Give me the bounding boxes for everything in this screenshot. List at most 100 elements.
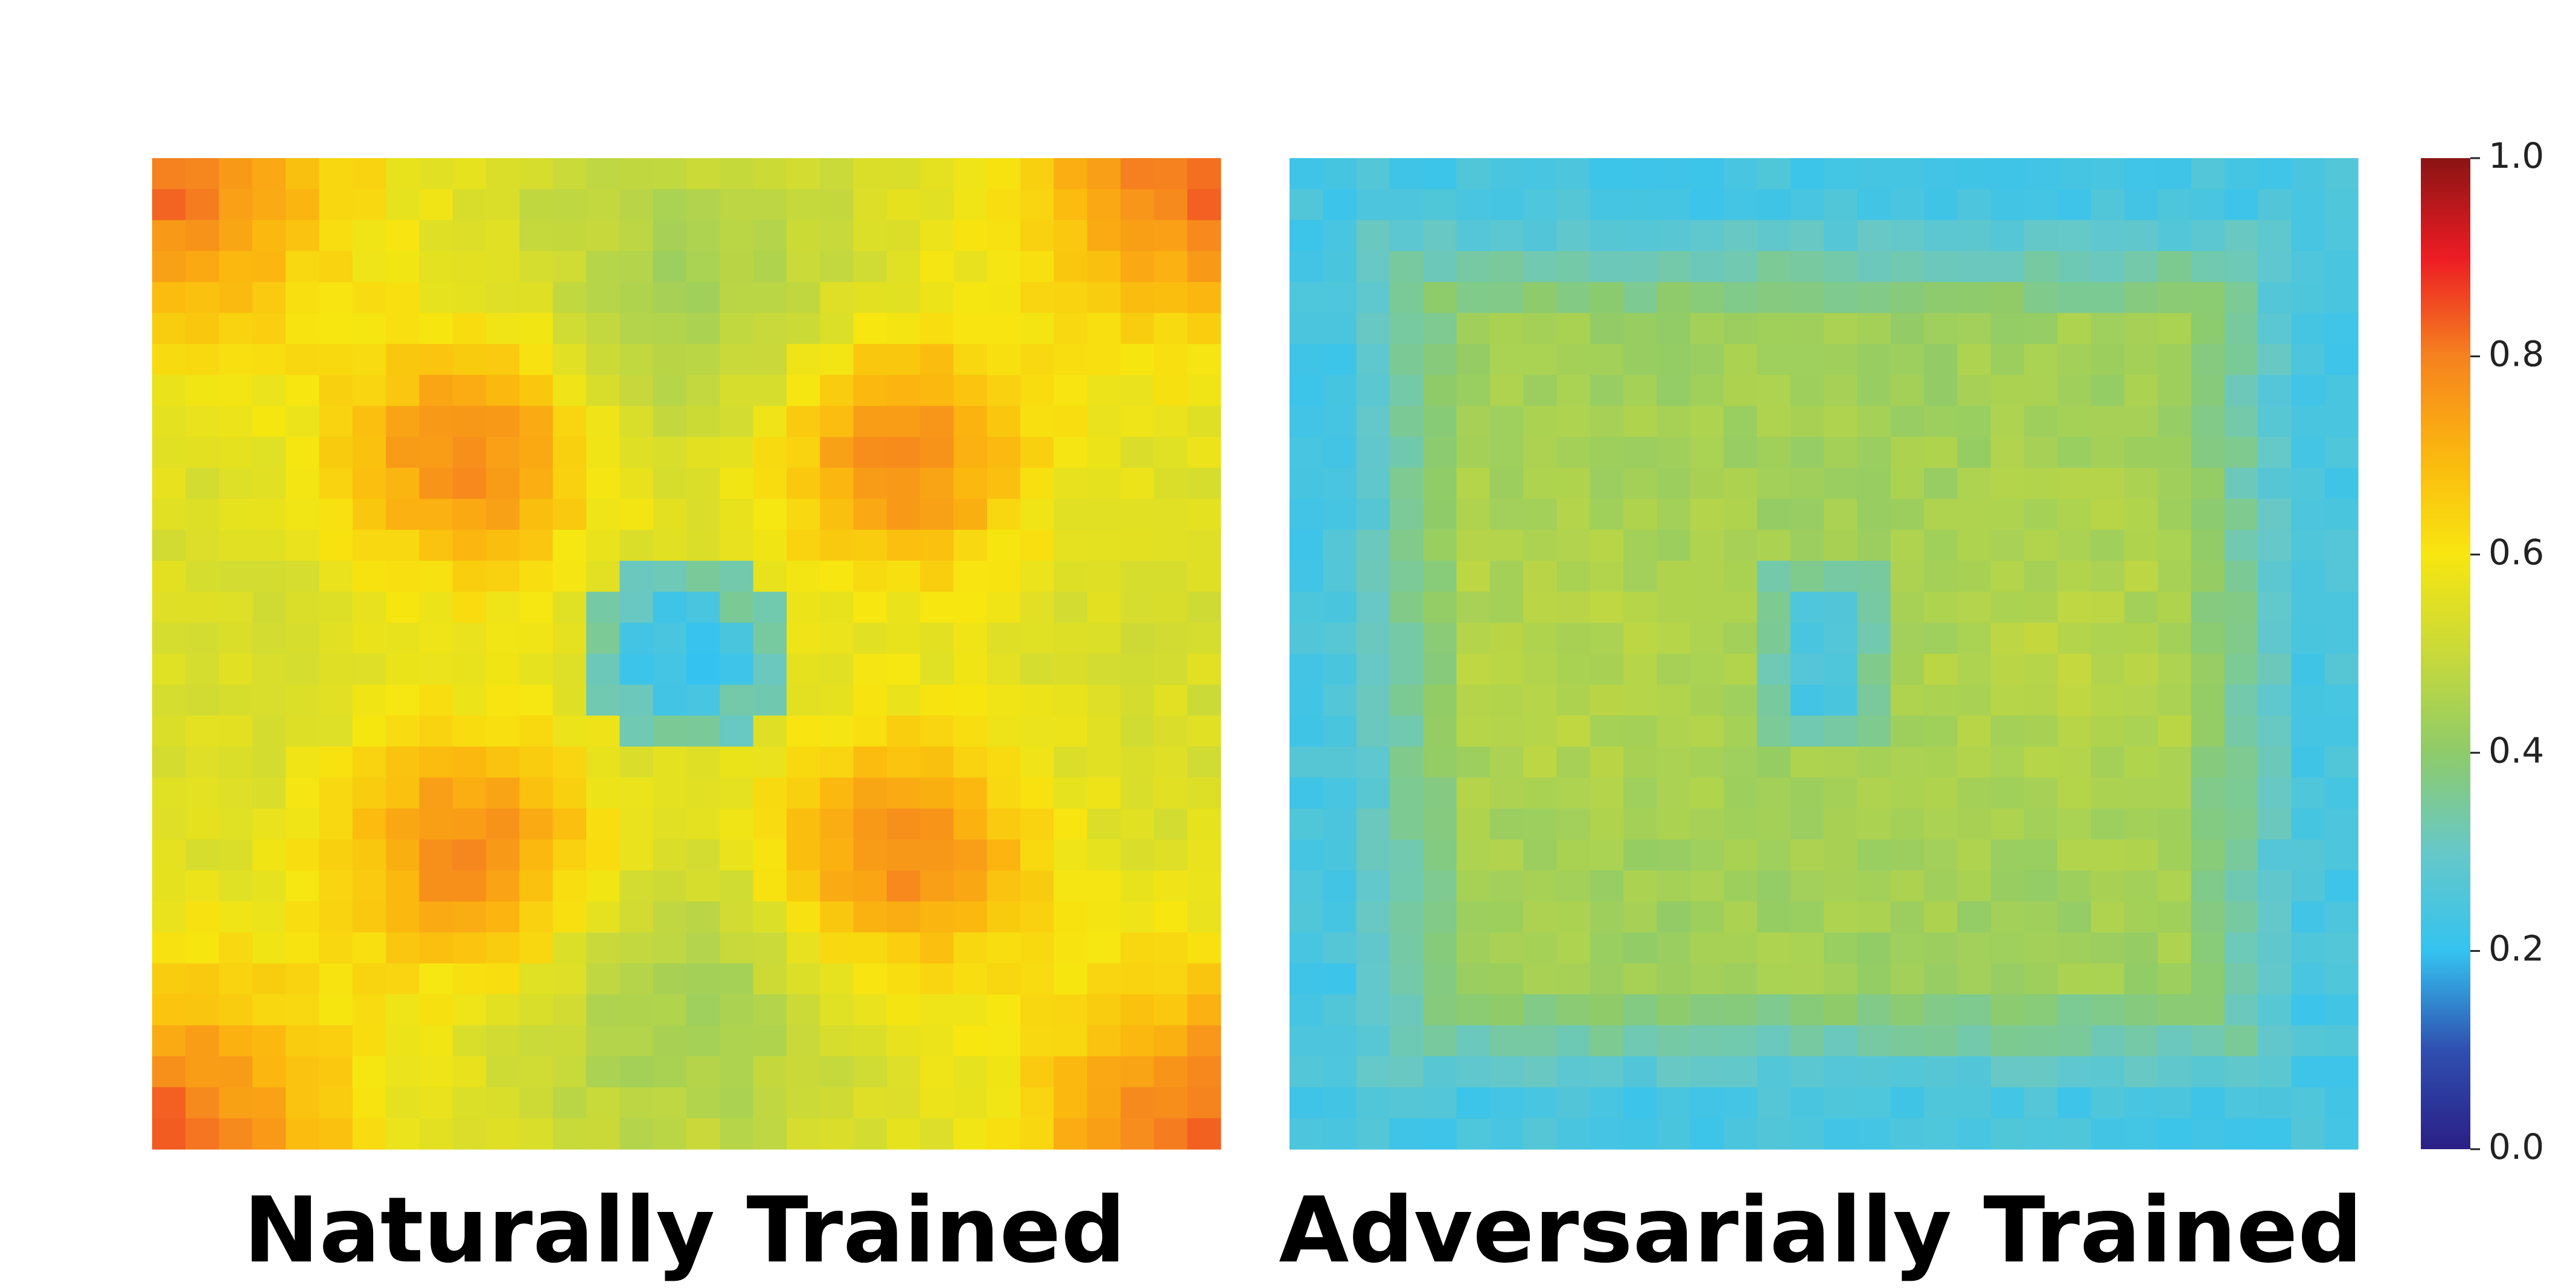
heatmap-cell xyxy=(1757,591,1791,623)
heatmap-cell xyxy=(286,158,320,190)
heatmap-cell xyxy=(1290,684,1323,716)
heatmap-cell xyxy=(853,870,887,902)
heatmap-cell xyxy=(185,963,220,995)
heatmap-cell xyxy=(152,777,186,809)
heatmap-cell xyxy=(319,499,353,531)
heatmap-cell xyxy=(2158,591,2192,623)
heatmap-cell xyxy=(1489,158,1524,190)
heatmap-cell xyxy=(920,468,954,500)
heatmap-cell xyxy=(352,220,386,252)
heatmap-cell xyxy=(1957,654,1992,685)
heatmap-cell xyxy=(1523,654,1558,685)
heatmap-cell xyxy=(1523,436,1558,468)
heatmap-cell xyxy=(1356,250,1390,282)
heatmap-cell xyxy=(686,282,720,314)
heatmap-cell xyxy=(1456,901,1491,933)
heatmap-cell xyxy=(1590,158,1624,190)
heatmap-cell xyxy=(152,189,186,221)
heatmap-cell xyxy=(1657,282,1691,314)
heatmap-cell xyxy=(1590,529,1624,561)
heatmap-cell xyxy=(552,901,587,933)
heatmap-cell xyxy=(2124,777,2158,809)
heatmap-cell xyxy=(2191,1087,2225,1119)
heatmap-cell xyxy=(486,189,520,221)
heatmap-cell xyxy=(653,282,687,314)
heatmap-cell xyxy=(1489,1087,1524,1119)
heatmap-cell xyxy=(1523,715,1558,747)
heatmap-cell xyxy=(1757,901,1791,933)
heatmap-cell xyxy=(2124,932,2158,964)
heatmap-cell xyxy=(1389,808,1424,840)
heatmap-cell xyxy=(1187,839,1221,871)
heatmap-cell xyxy=(1154,901,1188,933)
heatmap-cell xyxy=(286,777,320,809)
heatmap-cell xyxy=(1323,282,1357,314)
heatmap-cell xyxy=(1389,746,1424,778)
heatmap-cell xyxy=(1423,436,1457,468)
heatmap-cell xyxy=(152,1118,186,1150)
heatmap-cell xyxy=(1456,561,1491,592)
heatmap-cell xyxy=(1087,684,1121,716)
heatmap-cell xyxy=(1623,529,1658,561)
heatmap-cell xyxy=(1423,468,1457,500)
heatmap-cell xyxy=(452,561,487,592)
heatmap-cell xyxy=(1890,282,1925,314)
heatmap-cell xyxy=(853,343,887,375)
heatmap-cell xyxy=(486,963,520,995)
heatmap-cell xyxy=(619,808,654,840)
heatmap-cell xyxy=(786,375,820,407)
heatmap-cell xyxy=(1087,994,1121,1026)
heatmap-cell xyxy=(2291,901,2325,933)
heatmap-cell xyxy=(1154,715,1188,747)
heatmap-cell xyxy=(1154,313,1188,345)
heatmap-cell xyxy=(1556,932,1591,964)
heatmap-cell xyxy=(1923,715,1958,747)
heatmap-cell xyxy=(352,313,386,345)
heatmap-cell xyxy=(619,343,654,375)
heatmap-cell xyxy=(2258,1118,2292,1150)
heatmap-cell xyxy=(419,158,453,190)
heatmap-cell xyxy=(2258,1025,2292,1057)
heatmap-cell xyxy=(786,684,820,716)
heatmap-cell xyxy=(1556,1056,1591,1088)
heatmap-cell xyxy=(1923,406,1958,438)
heatmap-cell xyxy=(2091,684,2125,716)
heatmap-cell xyxy=(720,375,754,407)
heatmap-cell xyxy=(586,1056,620,1088)
heatmap-cell xyxy=(619,189,654,221)
heatmap-cell xyxy=(1690,839,1724,871)
heatmap-cell xyxy=(920,684,954,716)
heatmap-cell xyxy=(1724,282,1757,314)
heatmap-cell xyxy=(1790,158,1824,190)
heatmap-cell xyxy=(886,715,921,747)
heatmap-cell xyxy=(486,561,520,592)
heatmap-cell xyxy=(386,1087,420,1119)
heatmap-cell xyxy=(1556,499,1591,531)
heatmap-cell xyxy=(619,932,654,964)
heatmap-cell xyxy=(1423,1087,1457,1119)
heatmap-cell xyxy=(1890,1087,1925,1119)
heatmap-cell xyxy=(2191,1056,2225,1088)
heatmap-cell xyxy=(619,994,654,1026)
heatmap-cell xyxy=(2057,932,2092,964)
heatmap-cell xyxy=(1489,375,1524,407)
heatmap-cell xyxy=(1857,1025,1891,1057)
heatmap-cell xyxy=(252,529,286,561)
heatmap-cell xyxy=(152,375,186,407)
heatmap-cell xyxy=(252,1056,286,1088)
heatmap-cell xyxy=(252,436,286,468)
heatmap-cell xyxy=(2091,561,2125,592)
heatmap-cell xyxy=(252,839,286,871)
heatmap-cell xyxy=(720,715,754,747)
heatmap-cell xyxy=(419,468,453,500)
heatmap-cell xyxy=(653,654,687,685)
heatmap-cell xyxy=(2258,158,2292,190)
heatmap-cell xyxy=(1323,808,1357,840)
heatmap-cell xyxy=(820,1025,854,1057)
heatmap-cell xyxy=(219,282,253,314)
heatmap-cell xyxy=(720,1087,754,1119)
heatmap-cell xyxy=(1323,963,1357,995)
heatmap-cell xyxy=(2158,1087,2192,1119)
heatmap-cell xyxy=(786,529,820,561)
heatmap-cell xyxy=(286,622,320,654)
